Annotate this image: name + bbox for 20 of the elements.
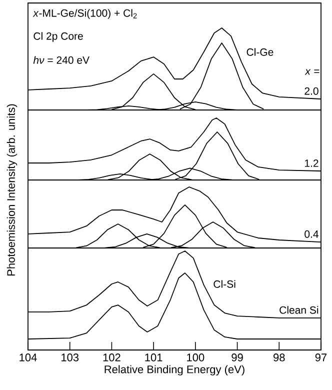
annotation: Cl-Si (214, 280, 236, 288)
x-tick-label: 99 (232, 354, 243, 362)
series-label: Clean Si (280, 306, 318, 314)
y-axis-title: Photoemission Intensity (arb. units) (6, 104, 18, 276)
x-tick-label: 101 (145, 354, 162, 362)
x-tick-label: 98 (274, 354, 285, 362)
chart-subtitle: Cl 2p Core (34, 32, 83, 42)
series-label: 0.4 (304, 230, 318, 238)
x-tick-label: 100 (187, 354, 204, 362)
annotation: x = (304, 69, 320, 75)
annotation: Cl-Ge (246, 48, 274, 56)
annotation: hν = 240 eV (33, 56, 90, 64)
x-axis-title: Relative Binding Energy (eV) (104, 365, 244, 376)
x-tick-label: 103 (62, 354, 79, 362)
x-tick-label: 102 (103, 354, 120, 362)
series-label: 1.2 (304, 159, 318, 167)
x-tick-label: 97 (315, 354, 327, 362)
x-tick-label: 104 (20, 354, 37, 362)
series-label: 2.0 (304, 87, 318, 95)
chart-title: x-ML-Ge/Si(100) + Cl$_{2}$ (32, 9, 137, 19)
